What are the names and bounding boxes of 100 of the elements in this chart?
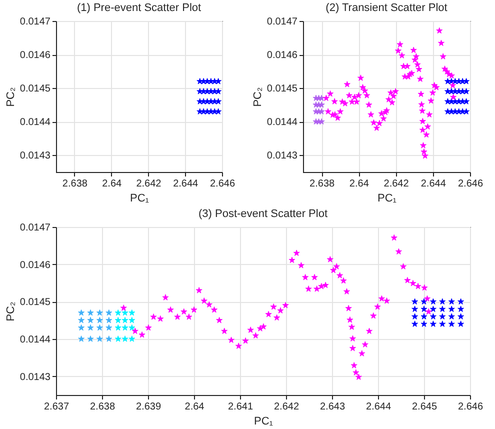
point [412, 313, 418, 320]
point [122, 336, 128, 342]
point [458, 306, 464, 312]
point [208, 108, 214, 114]
point [448, 298, 455, 304]
point [439, 298, 446, 304]
point [128, 324, 136, 331]
point [78, 309, 85, 316]
y-tick-label: 0.0143 [20, 372, 51, 383]
point [412, 306, 418, 312]
point [318, 118, 325, 124]
x-tick-label: 2.644 [366, 402, 392, 412]
point [128, 316, 136, 324]
point [122, 316, 128, 324]
point [412, 320, 418, 327]
point [430, 320, 436, 327]
x-axis-title: PC₁ [378, 192, 397, 204]
point [122, 324, 128, 331]
point [87, 316, 94, 324]
point [420, 313, 428, 320]
x-axis-title: PC₁ [130, 192, 150, 204]
point [439, 306, 446, 312]
point [87, 309, 94, 316]
point [114, 324, 122, 331]
x-tick-label: 2.637 [44, 402, 70, 412]
x-tick-label: 2.639 [136, 402, 162, 412]
point [430, 298, 436, 304]
point [458, 298, 464, 304]
point [318, 101, 325, 108]
point [196, 108, 204, 114]
y-axis-title: PC₂ [4, 87, 17, 107]
x-tick-label: 2.642 [274, 402, 300, 412]
point [215, 108, 222, 114]
chart-title: (2) Transient Scatter Plot [326, 2, 448, 14]
y-axis-title: PC₂ [252, 87, 264, 107]
point [128, 336, 136, 342]
y-tick-label: 0.0147 [20, 222, 51, 234]
point [420, 320, 428, 327]
point [439, 313, 446, 320]
point [87, 324, 94, 331]
y-tick-label: 0.0146 [20, 50, 51, 62]
x-tick-label: 2.644 [420, 178, 446, 190]
point [458, 313, 464, 320]
point [106, 336, 112, 342]
point [430, 313, 436, 320]
point [200, 108, 207, 114]
x-tick-label: 2.644 [173, 178, 199, 190]
point [318, 108, 325, 114]
y-tick-label: 0.0146 [266, 50, 298, 62]
point [122, 309, 128, 316]
point [448, 320, 455, 327]
y-tick-label: 0.0145 [266, 84, 298, 95]
point [448, 108, 455, 114]
x-tick-label: 2.642 [136, 178, 162, 190]
y-tick-label: 0.0145 [20, 84, 51, 95]
point [215, 98, 222, 104]
point [448, 313, 455, 320]
x-tick-label: 2.64 [102, 178, 122, 190]
x-tick-label: 2.646 [458, 402, 484, 412]
point [114, 309, 122, 316]
point [463, 108, 470, 114]
point [114, 316, 122, 324]
x-tick-label: 2.64 [184, 402, 205, 412]
point [106, 309, 112, 316]
y-tick-label: 0.0147 [20, 16, 51, 28]
x-tick-label: 2.643 [320, 402, 346, 412]
point [463, 88, 470, 94]
point [430, 306, 436, 312]
x-tick-label: 2.642 [384, 178, 410, 190]
point [412, 298, 418, 304]
y-tick-label: 0.0143 [266, 150, 298, 162]
point [318, 94, 325, 101]
point [456, 108, 462, 114]
x-tick-label: 2.638 [310, 178, 336, 190]
x-axis-title: PC₁ [254, 416, 274, 428]
x-tick-label: 2.638 [90, 402, 116, 412]
y-tick-label: 0.0144 [20, 117, 51, 128]
x-tick-label: 2.638 [62, 178, 88, 190]
y-tick-label: 0.0144 [266, 117, 298, 128]
point [463, 78, 470, 84]
y-axis-title: PC₂ [4, 302, 17, 322]
point [458, 320, 464, 327]
point [114, 336, 122, 342]
x-tick-label: 2.645 [412, 402, 438, 412]
point [128, 309, 136, 316]
point [463, 98, 470, 104]
point [96, 316, 103, 324]
point [96, 309, 103, 316]
point [96, 324, 103, 331]
y-tick-label: 0.0143 [20, 150, 51, 162]
point [106, 324, 112, 331]
x-tick-label: 2.646 [458, 178, 484, 190]
x-tick-label: 2.64 [349, 178, 370, 190]
point [215, 88, 222, 94]
chart-title: (1) Pre-event Scatter Plot [76, 2, 202, 14]
x-tick-label: 2.646 [210, 178, 236, 190]
y-tick-label: 0.0147 [266, 16, 298, 28]
point [96, 336, 103, 342]
point [215, 78, 222, 84]
x-tick-label: 2.641 [228, 402, 254, 412]
